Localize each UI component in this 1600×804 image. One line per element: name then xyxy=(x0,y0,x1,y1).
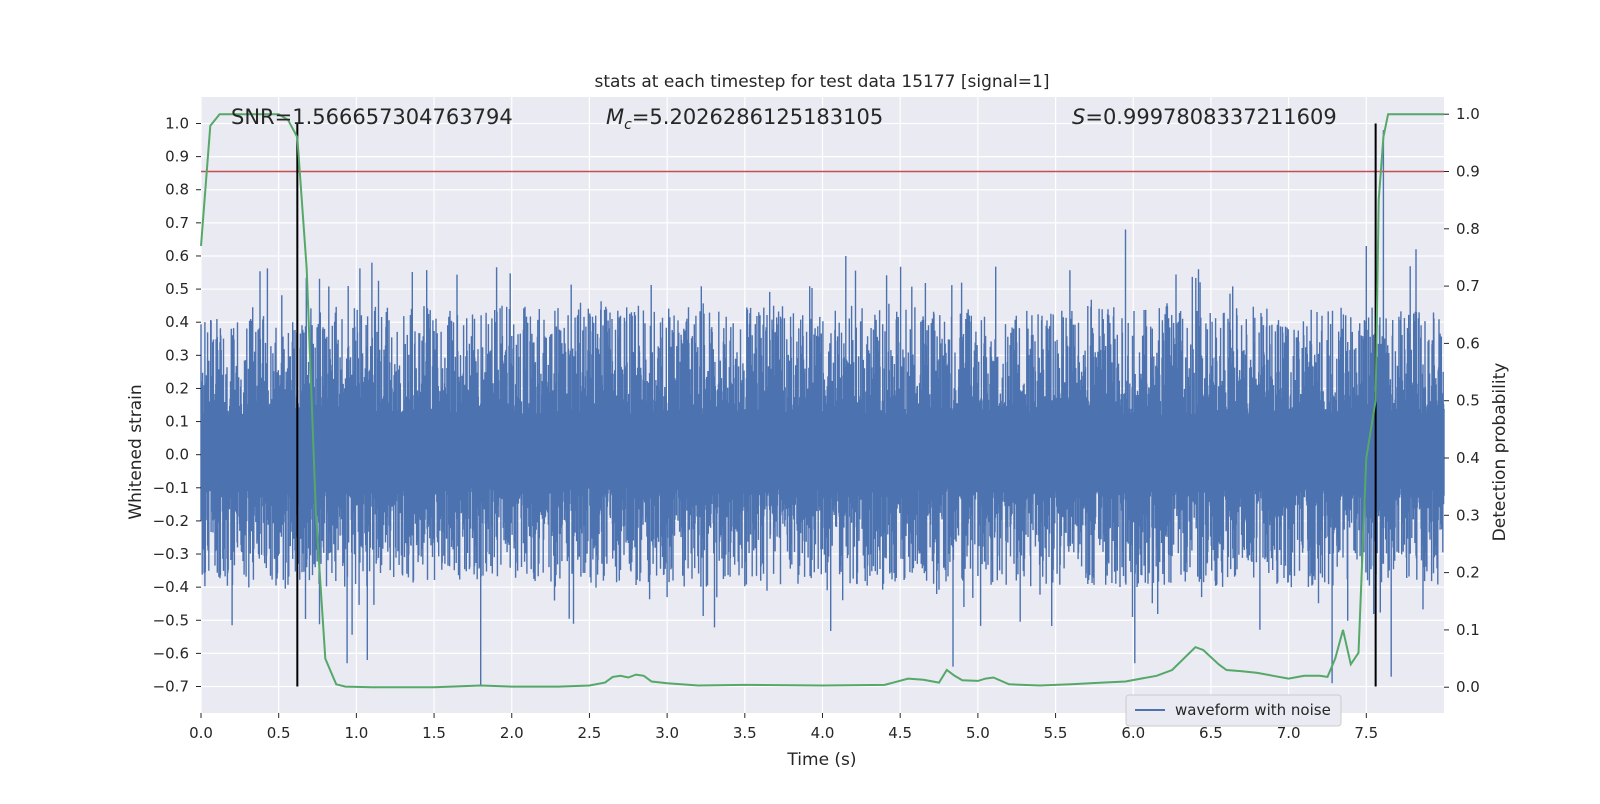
legend-label-waveform: waveform with noise xyxy=(1175,701,1331,719)
x-tick-label-1: 0.5 xyxy=(267,724,291,742)
x-tick-label-4: 2.0 xyxy=(500,724,524,742)
s-value: =0.9997808337211609 xyxy=(1085,105,1336,129)
waveform-series xyxy=(200,130,1445,687)
right-tick-label-9: 0.1 xyxy=(1456,621,1480,639)
left-tick-label-11: −0.1 xyxy=(153,479,189,497)
x-tick-label-8: 4.0 xyxy=(811,724,835,742)
x-tick-label-2: 1.0 xyxy=(344,724,368,742)
waveform-core-band xyxy=(201,421,1444,478)
x-tick-label-12: 6.0 xyxy=(1121,724,1145,742)
x-axis-ticks: 0.0 0.5 1.0 1.5 2.0 2.5 3.0 3.5 4.0 4.5 5.0 5.5 6.0 6… xyxy=(189,713,1378,742)
left-tick-label-14: −0.4 xyxy=(153,578,189,596)
right-axis-ticks: 1.0 0.9 0.8 0.7 0.6 0.5 0.4 0.3 0.2 0.1 0.0 xyxy=(1444,105,1480,696)
right-tick-label-4: 0.6 xyxy=(1456,334,1480,352)
left-tick-label-1: 0.9 xyxy=(165,148,189,166)
left-tick-label-3: 0.7 xyxy=(165,214,189,232)
chirp-mass-subscript: c xyxy=(624,117,632,133)
left-tick-label-15: −0.5 xyxy=(153,611,189,629)
left-tick-label-5: 0.5 xyxy=(165,280,189,298)
left-tick-label-9: 0.1 xyxy=(165,413,189,431)
x-tick-label-14: 7.0 xyxy=(1277,724,1301,742)
x-tick-label-7: 3.5 xyxy=(733,724,757,742)
x-tick-label-11: 5.5 xyxy=(1044,724,1068,742)
snr-annotation: SNR=1.566657304763794 xyxy=(231,105,513,129)
left-tick-label-0: 1.0 xyxy=(165,114,189,132)
y-axis-label-left: Whitened strain xyxy=(126,384,146,519)
right-tick-label-10: 0.0 xyxy=(1456,678,1480,696)
y-axis-label-right: Detection probability xyxy=(1490,363,1510,542)
chirp-mass-symbol: M xyxy=(606,105,624,129)
x-tick-label-9: 4.5 xyxy=(888,724,912,742)
legend-box xyxy=(1125,694,1342,727)
chirp-mass-annotation: Mc=5.2026286125183105 xyxy=(606,105,883,133)
right-tick-label-8: 0.2 xyxy=(1456,564,1480,582)
x-tick-label-10: 5.0 xyxy=(966,724,990,742)
legend: waveform with noise xyxy=(1125,694,1342,727)
left-tick-label-8: 0.2 xyxy=(165,379,189,397)
s-symbol: S xyxy=(1072,105,1085,129)
right-tick-label-7: 0.3 xyxy=(1456,506,1480,524)
left-tick-label-16: −0.6 xyxy=(153,644,189,662)
chirp-mass-value: =5.2026286125183105 xyxy=(632,105,883,129)
chart-title: stats at each timestep for test data 151… xyxy=(595,72,1050,92)
left-tick-label-10: 0.0 xyxy=(165,446,189,464)
right-tick-label-3: 0.7 xyxy=(1456,277,1480,295)
left-tick-label-12: −0.2 xyxy=(153,512,189,530)
left-tick-label-13: −0.3 xyxy=(153,545,189,563)
x-tick-label-3: 1.5 xyxy=(422,724,446,742)
right-tick-label-2: 0.8 xyxy=(1456,220,1480,238)
left-tick-label-6: 0.4 xyxy=(165,313,189,331)
left-axis-ticks: 1.0 0.9 0.8 0.7 0.6 0.5 0.4 0.3 0.2 0.1 0.0 −0.1 −0.… xyxy=(153,114,201,696)
x-tick-label-5: 2.5 xyxy=(578,724,602,742)
left-tick-label-4: 0.6 xyxy=(165,247,189,265)
right-tick-label-1: 0.9 xyxy=(1456,162,1480,180)
left-tick-label-7: 0.3 xyxy=(165,346,189,364)
x-tick-label-13: 6.5 xyxy=(1199,724,1223,742)
x-tick-label-15: 7.5 xyxy=(1354,724,1378,742)
right-tick-label-6: 0.4 xyxy=(1456,449,1480,467)
detection-probability-line xyxy=(200,113,1444,689)
right-tick-label-5: 0.5 xyxy=(1456,392,1480,410)
right-tick-label-0: 1.0 xyxy=(1456,105,1480,123)
left-tick-label-2: 0.8 xyxy=(165,181,189,199)
x-axis-label: Time (s) xyxy=(786,750,856,770)
x-tick-label-6: 3.0 xyxy=(655,724,679,742)
x-tick-label-0: 0.0 xyxy=(189,724,213,742)
s-annotation: S=0.9997808337211609 xyxy=(1072,105,1337,129)
left-tick-label-17: −0.7 xyxy=(153,678,189,696)
